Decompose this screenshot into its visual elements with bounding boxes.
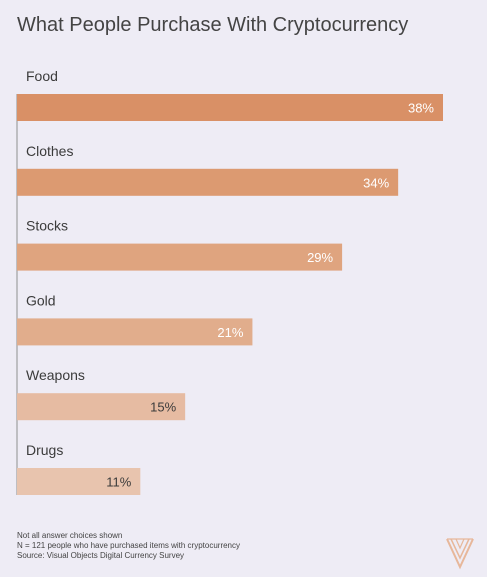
value-label: 11% [106,475,131,490]
bar [17,393,186,421]
value-label: 21% [217,325,243,340]
category-label: Stocks [26,218,68,234]
value-label: 34% [363,175,389,190]
bar [17,168,399,196]
bar [17,468,141,495]
value-label: 29% [307,250,333,265]
footnote-source: Source: Visual Objects Digital Currency … [17,551,185,560]
visual-objects-logo-icon [446,538,474,570]
category-label: Gold [26,292,56,308]
footnote-choices: Not all answer choices shown [17,531,123,540]
chart-title: What People Purchase With Cryptocurrency [17,14,409,36]
value-label: 38% [408,101,434,116]
category-label: Drugs [26,442,63,458]
category-label: Food [26,68,58,84]
footnote-sample: N = 121 people who have purchased items … [17,541,241,550]
bar-chart: Food 38% Clothes 34% Stocks 29% Gold 21% Weapons… [16,68,443,495]
bar [17,94,443,121]
bar [17,243,343,271]
value-label: 15% [150,400,176,415]
bar [17,318,253,346]
footnotes: Not all answer choices shown N = 121 peo… [17,531,240,561]
category-label: Weapons [26,367,85,383]
category-label: Clothes [26,143,73,159]
